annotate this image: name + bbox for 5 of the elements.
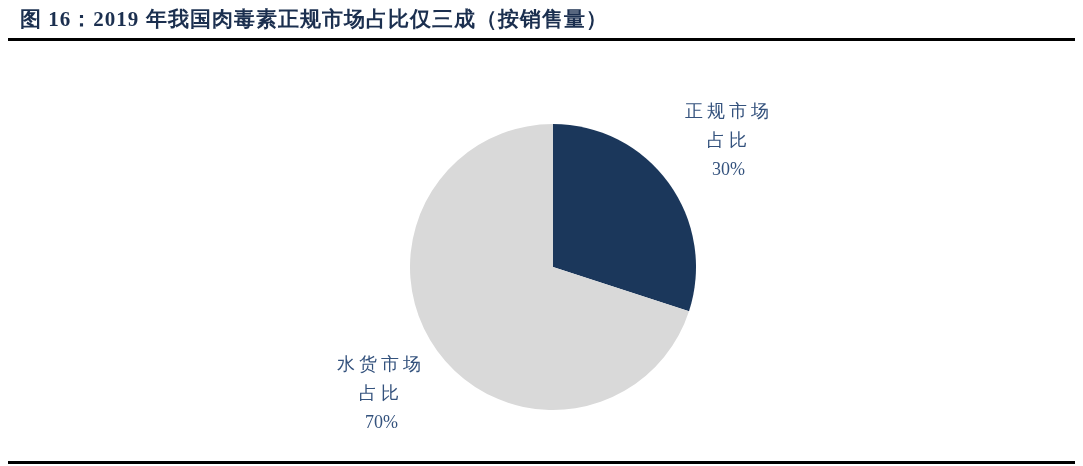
slice-label: 水货市场占比 (336, 352, 427, 405)
slice-label: 正规市场占比 (683, 100, 774, 153)
data-label: 70% (363, 410, 399, 434)
data-label: 30% (711, 158, 747, 182)
chart-title: 图 16：2019 年我国肉毒素正规市场占比仅三成（按销售量） (8, 0, 1075, 41)
